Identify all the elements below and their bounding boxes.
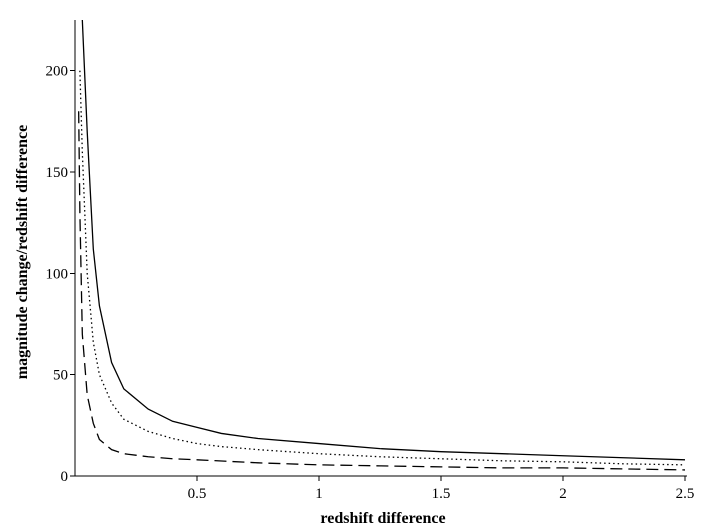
x-tick-label: 1.5	[432, 486, 451, 502]
series-line-dotted	[79, 70, 686, 466]
y-tick-label: 150	[46, 165, 69, 181]
y-tick-label: 0	[61, 469, 69, 485]
x-axis-ticks: 0.5 1 1.5 2 2.5	[188, 476, 695, 502]
axes-layer	[74, 20, 687, 477]
y-axis-label: magnitude change/redshift difference	[14, 125, 31, 380]
y-tick-label: 50	[53, 368, 68, 384]
x-axis-label: redshift difference	[320, 510, 445, 527]
x-tick-label: 2.5	[676, 486, 695, 502]
x-tick-label: 2	[559, 486, 567, 502]
x-tick-label: 1	[315, 486, 323, 502]
y-tick-label: 100	[46, 266, 69, 282]
y-tick-label: 200	[46, 64, 69, 80]
series-line-solid	[81, 19, 686, 461]
y-axis-ticks: 0 50 100 150 200	[46, 64, 75, 485]
series-line-dashed	[78, 111, 686, 471]
series-layer	[78, 19, 686, 471]
x-tick-label: 0.5	[188, 486, 207, 502]
